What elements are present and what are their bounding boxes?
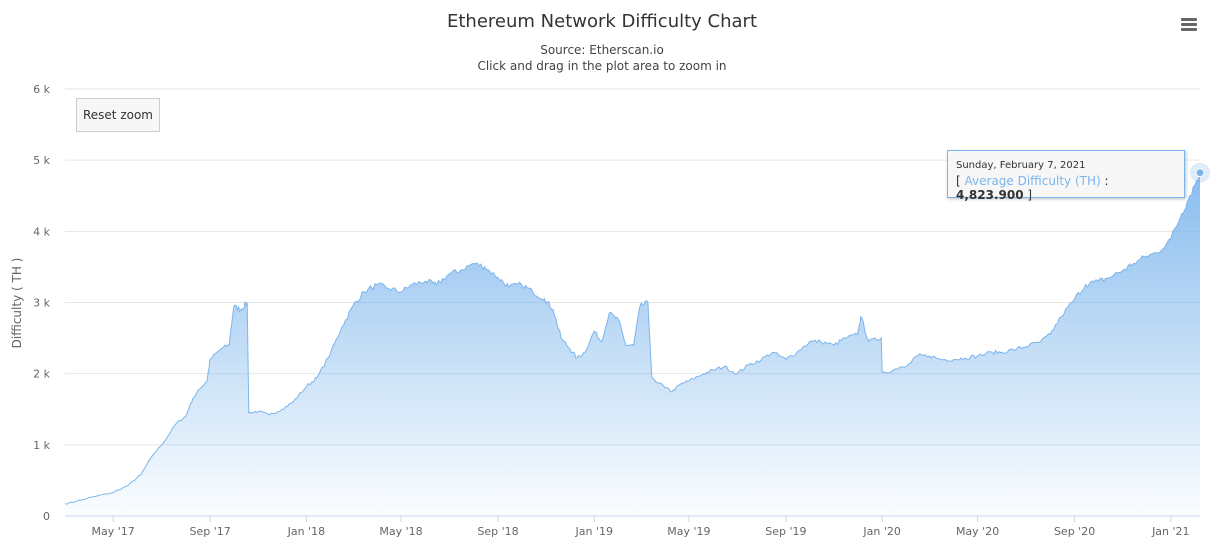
tooltip-value: 4,823.900 [956, 188, 1024, 202]
x-tick-label: Sep '17 [190, 525, 231, 538]
tooltip: Sunday, February 7, 2021 [ Average Diffi… [947, 150, 1185, 202]
tooltip-open-bracket: [ [956, 174, 961, 188]
tooltip-series-label: Average Difficulty (TH) [964, 174, 1101, 188]
y-tick-label: 2 k [33, 368, 50, 381]
x-tick-label: Sep '19 [765, 525, 806, 538]
reset-zoom-button[interactable]: Reset zoom [76, 98, 160, 132]
x-tick-label: May '18 [379, 525, 422, 538]
x-tick-label: Jan '18 [287, 525, 325, 538]
menu-bar [1181, 18, 1197, 21]
tooltip-close-bracket: ] [1027, 188, 1033, 202]
y-tick-label: 4 k [33, 225, 50, 238]
y-axis-title: Difficulty ( TH ) [10, 258, 24, 349]
hamburger-menu-icon[interactable] [1178, 16, 1200, 34]
series-line [64, 172, 1201, 505]
highlight-point[interactable] [1195, 168, 1205, 178]
series-area-fill [65, 172, 1200, 516]
y-tick-label: 3 k [33, 297, 50, 310]
tooltip-separator: : [1104, 174, 1109, 188]
y-tick-label: 5 k [33, 154, 50, 167]
y-tick-label: 1 k [33, 439, 50, 452]
y-axis-ticks: 0 1 k 2 k 3 k 4 k 5 k 6 k [33, 83, 50, 523]
x-tick-label: May '17 [91, 525, 134, 538]
x-tick-label: Jan '21 [1151, 525, 1189, 538]
chart-subtitle-hint: Click and drag in the plot area to zoom … [477, 59, 727, 73]
chart-title: Ethereum Network Difficulty Chart [447, 11, 757, 32]
menu-bar [1181, 28, 1197, 31]
x-tick-label: May '19 [667, 525, 710, 538]
x-tick-label: Jan '20 [862, 525, 900, 538]
x-tick-label: Jan '19 [575, 525, 613, 538]
menu-bar [1181, 23, 1197, 26]
y-tick-label: 6 k [33, 83, 50, 96]
x-axis-ticks: May '17 Sep '17 Jan '18 May '18 Sep '18 Jan '… [91, 516, 1190, 538]
y-tick-label: 0 [43, 510, 50, 523]
x-tick-label: May '20 [956, 525, 999, 538]
x-tick-label: Sep '20 [1054, 525, 1095, 538]
x-tick-label: Sep '18 [477, 525, 518, 538]
chart-subtitle-source: Source: Etherscan.io [540, 43, 664, 57]
tooltip-date: Sunday, February 7, 2021 [956, 160, 1086, 171]
